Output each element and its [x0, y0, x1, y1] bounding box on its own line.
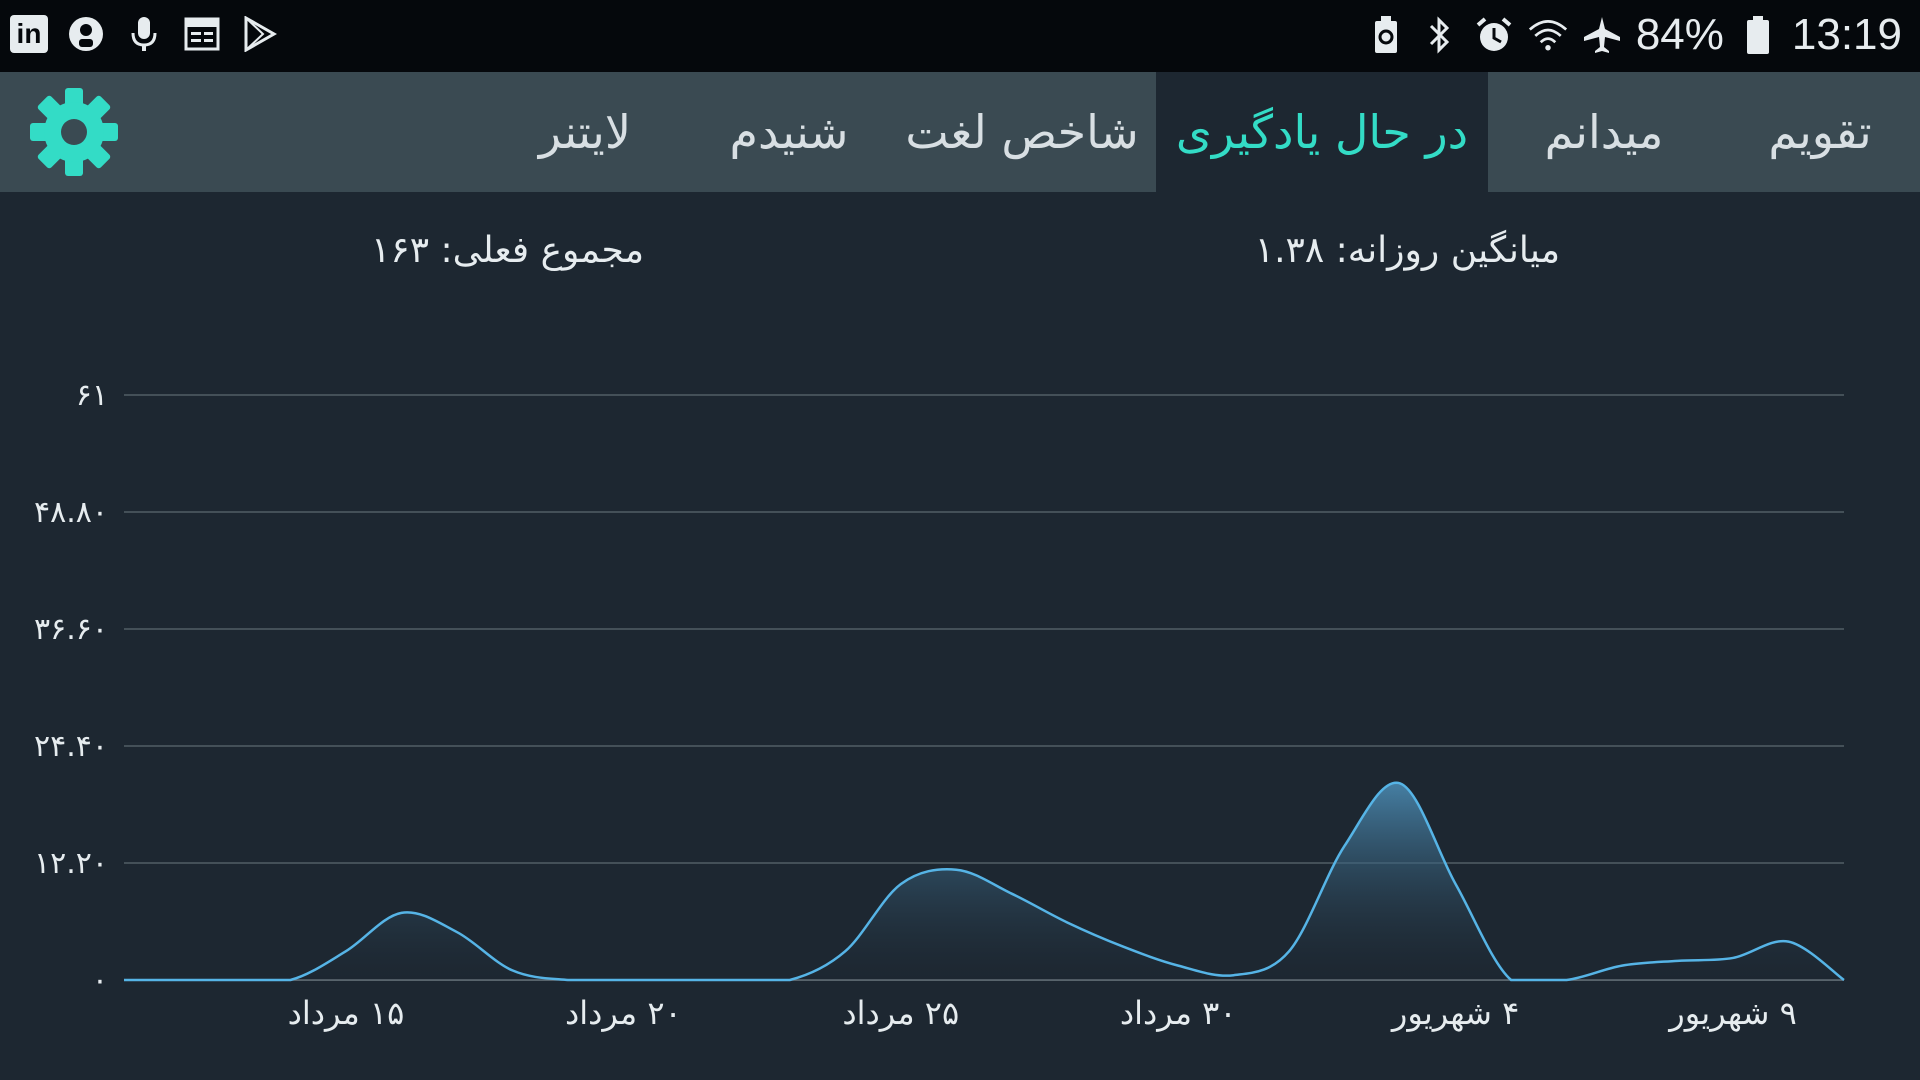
gear-icon [30, 88, 118, 176]
airplane-icon [1582, 15, 1622, 55]
notification-icons: in [10, 14, 280, 54]
app-icon [66, 14, 106, 54]
x-tick-label: ۹ شهریور [1667, 994, 1796, 1032]
settings-button[interactable] [28, 86, 120, 178]
tab-bar: تقویم میدانم در حال یادگیری شاخص لغت شنی… [0, 72, 1920, 192]
y-tick-label: ۰ [92, 963, 108, 998]
clock: 13:19 [1791, 10, 1902, 59]
y-tick-label: ۱۲.۲۰ [34, 846, 108, 881]
battery-saver-icon [1366, 15, 1406, 55]
status-bar: in 84% 13:19 [0, 0, 1920, 72]
battery-icon [1738, 15, 1778, 55]
tab-calendar[interactable]: تقویم [1768, 105, 1872, 159]
tab-word-index[interactable]: شاخص لغت [905, 105, 1139, 159]
tab-leitner[interactable]: لایتنر [538, 105, 632, 159]
battery-percent: 84% [1635, 10, 1724, 59]
tab-know[interactable]: میدانم [1544, 105, 1664, 159]
y-tick-label: ۳۶.۶۰ [34, 612, 108, 647]
daily-average: میانگین روزانه: ۱.۳۸ [1254, 230, 1560, 271]
x-tick-label: ۳۰ مرداد [1120, 994, 1237, 1032]
tab-learning[interactable]: در حال یادگیری [1156, 72, 1488, 192]
x-tick-label: ۲۰ مرداد [565, 994, 682, 1032]
play-store-icon [240, 14, 280, 54]
learning-chart: ۰ ۱۲.۲۰ ۲۴.۴۰ ۳۶.۶۰ ۴۸.۸۰ ۶۱ ۱۵ مرداد ۲۰ مرداد… [34, 378, 1845, 1032]
current-total: مجموع فعلی: ۱۶۳ [371, 230, 644, 271]
y-tick-label: ۶۱ [76, 378, 108, 413]
x-axis-labels: ۱۵ مرداد ۲۰ مرداد ۲۵ مرداد ۳۰ مرداد ۴ شهریور… [288, 994, 1797, 1032]
y-tick-label: ۴۸.۸۰ [34, 495, 108, 530]
news-icon [182, 14, 222, 54]
y-tick-label: ۲۴.۴۰ [34, 729, 108, 764]
x-tick-label: ۲۵ مرداد [842, 994, 959, 1032]
series-line [123, 781, 1845, 982]
alarm-icon [1474, 15, 1514, 55]
x-tick-label: ۴ شهریور [1390, 994, 1519, 1032]
tab-heard[interactable]: شنیدم [729, 105, 849, 159]
linkedin-icon: in [10, 15, 48, 53]
series-area [124, 782, 1844, 980]
y-axis-labels: ۰ ۱۲.۲۰ ۲۴.۴۰ ۳۶.۶۰ ۴۸.۸۰ ۶۱ [34, 378, 108, 998]
x-tick-label: ۱۵ مرداد [288, 994, 405, 1032]
microphone-icon [124, 14, 164, 54]
wifi-icon [1528, 15, 1568, 55]
bluetooth-icon [1420, 15, 1460, 55]
system-status: 84% 13:19 [1366, 10, 1902, 60]
